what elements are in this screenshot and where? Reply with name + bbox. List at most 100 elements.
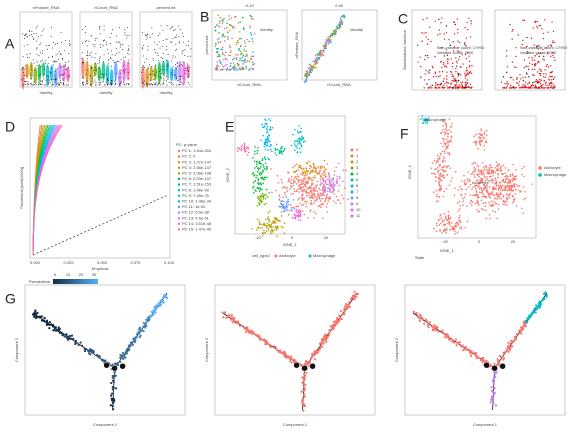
point — [259, 167, 261, 170]
point — [159, 70, 161, 72]
point — [171, 73, 173, 75]
point — [499, 193, 502, 196]
point — [300, 181, 303, 184]
point — [39, 43, 41, 45]
point — [341, 194, 343, 197]
plot-frame — [234, 115, 346, 235]
point — [266, 145, 268, 147]
point — [174, 36, 176, 38]
point — [542, 32, 545, 35]
point — [246, 55, 248, 57]
point — [420, 65, 422, 68]
point — [151, 66, 153, 68]
point — [261, 169, 264, 172]
point — [314, 169, 317, 171]
point — [342, 169, 345, 171]
point — [219, 41, 222, 43]
point — [312, 64, 315, 67]
point — [446, 78, 448, 80]
point — [502, 87, 504, 89]
point — [50, 71, 52, 73]
point — [345, 307, 349, 310]
point — [488, 213, 491, 216]
point — [297, 140, 299, 142]
violin — [81, 58, 85, 79]
point — [469, 202, 472, 204]
point — [450, 222, 453, 224]
point — [171, 27, 173, 29]
point — [273, 216, 276, 219]
point — [54, 61, 56, 63]
point — [548, 86, 550, 89]
point — [314, 212, 317, 215]
point — [267, 211, 270, 214]
point — [60, 331, 63, 335]
point — [155, 82, 157, 84]
point — [258, 162, 261, 164]
point — [91, 66, 93, 68]
point — [336, 177, 338, 180]
point — [434, 82, 437, 84]
point — [492, 382, 495, 385]
point — [300, 144, 303, 146]
point — [240, 37, 242, 40]
point — [269, 224, 272, 227]
point — [43, 316, 46, 320]
point — [504, 187, 507, 190]
point — [242, 26, 245, 29]
point — [461, 81, 464, 83]
point — [152, 309, 155, 312]
point — [250, 329, 253, 332]
point — [444, 122, 447, 125]
point — [471, 163, 474, 165]
point — [311, 66, 314, 68]
point — [264, 143, 267, 146]
point — [456, 224, 458, 227]
point — [224, 64, 226, 67]
point — [156, 52, 158, 54]
point — [236, 320, 239, 323]
point — [280, 202, 282, 204]
point — [269, 210, 271, 212]
point — [271, 191, 273, 194]
point — [29, 82, 31, 84]
point — [147, 316, 150, 319]
point — [441, 219, 444, 222]
point — [164, 295, 167, 298]
point — [465, 45, 467, 47]
point — [284, 353, 287, 356]
point — [308, 73, 311, 75]
point — [84, 84, 86, 86]
point — [491, 191, 494, 193]
point — [218, 32, 220, 34]
point — [529, 87, 532, 89]
point — [72, 337, 75, 340]
point — [266, 224, 268, 227]
point — [466, 205, 468, 207]
point — [68, 334, 72, 338]
point — [332, 327, 335, 330]
point — [463, 43, 466, 46]
point — [259, 187, 261, 189]
point — [534, 307, 537, 310]
point — [224, 58, 227, 60]
x-tick-label: 0 — [478, 239, 481, 244]
legend-key — [350, 202, 354, 206]
point — [254, 180, 257, 182]
point — [297, 168, 299, 171]
point — [518, 185, 521, 187]
point — [276, 235, 278, 238]
point — [465, 188, 468, 191]
point — [533, 44, 535, 46]
point — [448, 129, 450, 131]
point — [421, 317, 424, 320]
point — [459, 185, 461, 188]
point — [494, 177, 497, 179]
panel-letter: F — [400, 126, 409, 142]
point — [421, 32, 423, 34]
point — [221, 48, 224, 51]
point — [435, 200, 438, 203]
point — [478, 140, 480, 143]
point — [114, 84, 116, 86]
point — [142, 69, 144, 71]
